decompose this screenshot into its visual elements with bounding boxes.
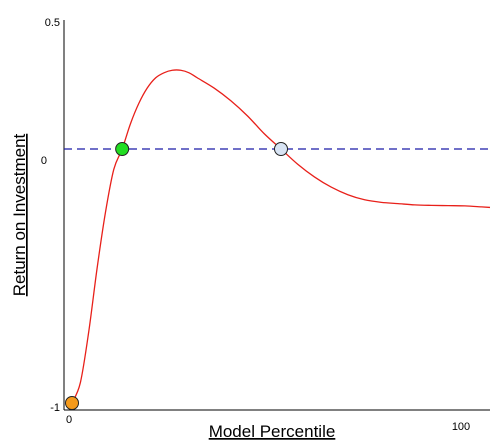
y-tick-minus-1: -1 xyxy=(50,402,60,414)
marker-point-1 xyxy=(115,142,130,156)
y-tick-0: 0 xyxy=(41,155,47,167)
markers-group xyxy=(65,142,288,410)
roi-curve xyxy=(71,69,491,404)
y-axis-title: Return on Investment xyxy=(10,133,29,296)
y-tick-0.5: 0.5 xyxy=(45,17,60,29)
marker-point-0 xyxy=(65,396,79,410)
x-axis-title: Model Percentile xyxy=(209,422,336,441)
x-tick-100: 100 xyxy=(452,421,470,433)
marker-point-2 xyxy=(274,142,288,156)
x-tick-0: 0 xyxy=(66,414,72,426)
